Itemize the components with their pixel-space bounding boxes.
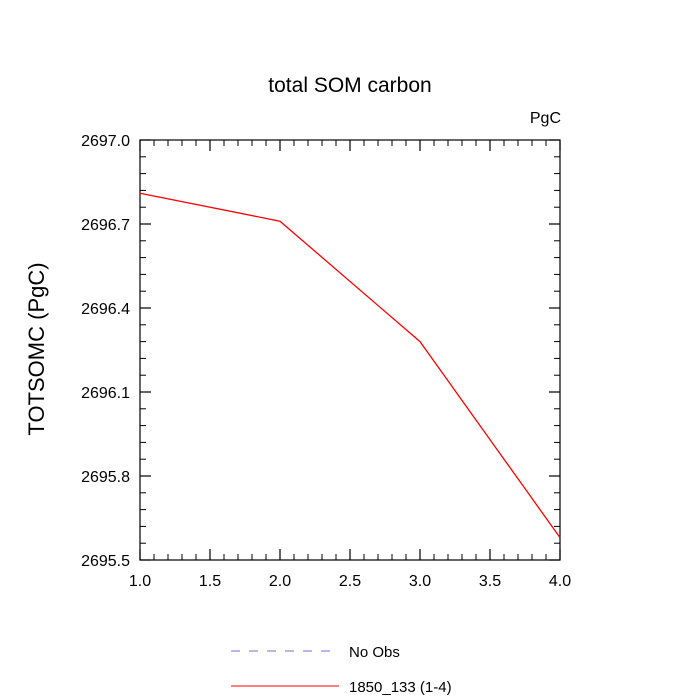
legend-label: No Obs: [349, 644, 400, 661]
y-axis-ticks: 2695.5 2695.8 2696.1 2696.4 2696.7 2697.0: [81, 133, 560, 570]
series-line-0: [139, 192, 561, 538]
series-layer: [139, 192, 561, 538]
x-tick-label: 3.0: [409, 573, 431, 590]
x-tick-label: 4.0: [549, 573, 571, 590]
y-tick-label: 2696.4: [81, 301, 130, 318]
y-axis-label: TOTSOMC (PgC): [24, 262, 49, 435]
y-tick-label: 2695.5: [81, 553, 130, 570]
y-tick-label: 2697.0: [81, 133, 130, 150]
plot-frame: [139, 139, 561, 561]
y-tick-label: 2696.7: [81, 217, 130, 234]
x-tick-label: 2.0: [269, 573, 291, 590]
x-tick-label: 2.5: [339, 573, 361, 590]
legend: No Obs 1850_133 (1-4): [231, 644, 452, 696]
x-tick-label: 3.5: [479, 573, 501, 590]
minor-ticks: [140, 140, 560, 560]
x-axis-ticks: 1.0 1.5 2.0 2.5 3.0 3.5 4.0: [129, 140, 571, 590]
chart-title: total SOM carbon: [268, 74, 431, 97]
units-label: PgC: [530, 110, 561, 127]
y-tick-label: 2696.1: [81, 385, 130, 402]
plot-border: [139, 139, 561, 561]
legend-label: 1850_133 (1-4): [349, 679, 452, 696]
y-tick-label: 2695.8: [81, 469, 130, 486]
x-tick-label: 1.0: [129, 573, 151, 590]
x-tick-label: 1.5: [199, 573, 221, 590]
